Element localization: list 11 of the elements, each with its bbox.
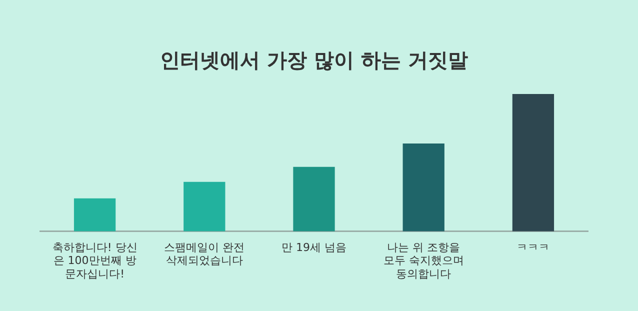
x-tick-label: ㅋㅋㅋ xyxy=(516,240,550,254)
x-tick-label: 나는 위 조항을 모두 숙지했으며 동의합니다 xyxy=(383,240,464,280)
bar xyxy=(293,166,335,232)
x-tick-label: 만 19세 넘음 xyxy=(282,240,346,254)
bar xyxy=(74,198,116,232)
chart-title: 인터넷에서 가장 많이 하는 거짓말 xyxy=(160,48,468,72)
x-tick-label: 스팸메일이 완전 삭제되었습니다 xyxy=(164,240,245,268)
bar xyxy=(402,143,444,232)
bar xyxy=(184,182,226,232)
bar xyxy=(512,94,554,232)
x-tick-label: 축하합니다! 당신은 100만번째 방문자십니다! xyxy=(52,240,138,280)
